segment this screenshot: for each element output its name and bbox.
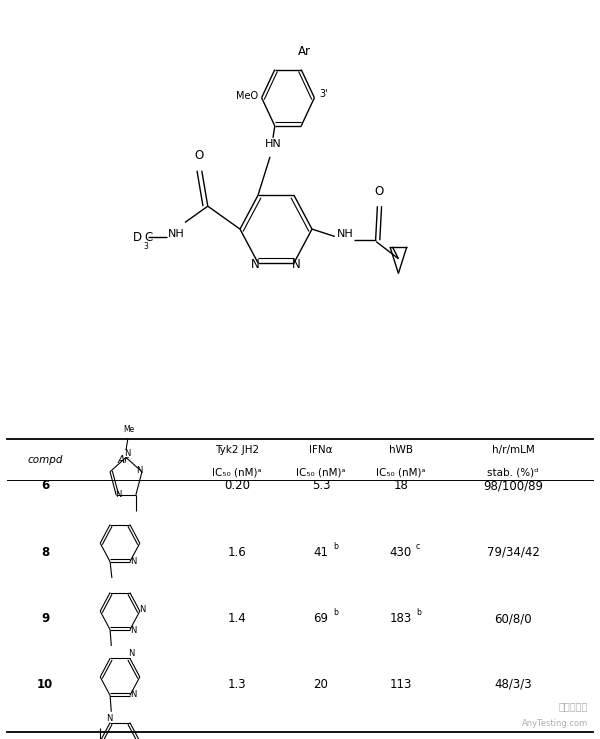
Text: 3': 3' bbox=[319, 89, 328, 99]
Text: 0.20: 0.20 bbox=[224, 479, 250, 492]
Text: 60/8/0: 60/8/0 bbox=[494, 612, 532, 625]
Text: 48/3/3: 48/3/3 bbox=[494, 678, 532, 691]
Text: AnyTesting.com: AnyTesting.com bbox=[522, 719, 588, 728]
Text: compd: compd bbox=[27, 454, 63, 465]
Text: N: N bbox=[251, 258, 260, 271]
Text: b: b bbox=[333, 542, 338, 551]
Text: 430: 430 bbox=[389, 545, 412, 559]
Text: Ar: Ar bbox=[118, 454, 128, 465]
Text: NH: NH bbox=[167, 229, 184, 239]
Text: 98/100/89: 98/100/89 bbox=[483, 479, 543, 492]
Text: hWB: hWB bbox=[389, 445, 413, 455]
Text: h/r/mLM: h/r/mLM bbox=[491, 445, 535, 455]
Text: 嘉峪检测网: 嘉峪检测网 bbox=[559, 701, 588, 711]
Text: 41: 41 bbox=[314, 545, 329, 559]
Text: N: N bbox=[136, 466, 143, 474]
Text: IC₅₀ (nM)ᵃ: IC₅₀ (nM)ᵃ bbox=[212, 467, 262, 477]
Text: 8: 8 bbox=[41, 545, 49, 559]
Text: 113: 113 bbox=[389, 678, 412, 691]
Text: 69: 69 bbox=[314, 612, 329, 625]
Text: N: N bbox=[124, 449, 130, 458]
Text: 9: 9 bbox=[41, 612, 49, 625]
Text: N: N bbox=[292, 258, 301, 271]
Text: N: N bbox=[128, 650, 134, 658]
Text: 1.6: 1.6 bbox=[227, 545, 247, 559]
Text: N: N bbox=[106, 714, 112, 723]
Text: N: N bbox=[130, 556, 137, 565]
Text: N: N bbox=[130, 689, 137, 698]
Text: c: c bbox=[416, 542, 420, 551]
Text: C: C bbox=[145, 231, 153, 244]
Text: O: O bbox=[374, 185, 384, 198]
Text: 1.4: 1.4 bbox=[227, 612, 247, 625]
Text: IFNα: IFNα bbox=[309, 445, 333, 455]
Text: b: b bbox=[416, 608, 421, 617]
Text: 18: 18 bbox=[394, 479, 408, 492]
Text: N: N bbox=[115, 491, 122, 500]
Text: 5.3: 5.3 bbox=[312, 479, 330, 492]
Text: Tyk2 JH2: Tyk2 JH2 bbox=[215, 445, 259, 455]
Text: stab. (%)ᵈ: stab. (%)ᵈ bbox=[487, 467, 539, 477]
Text: 1.3: 1.3 bbox=[227, 678, 247, 691]
Text: Me: Me bbox=[123, 425, 134, 434]
Text: NH: NH bbox=[337, 229, 354, 239]
Text: 20: 20 bbox=[314, 678, 328, 691]
Text: 10: 10 bbox=[37, 678, 53, 691]
Text: IC₅₀ (nM)ᵃ: IC₅₀ (nM)ᵃ bbox=[296, 467, 346, 477]
Text: MeO: MeO bbox=[236, 92, 259, 101]
Text: N: N bbox=[140, 605, 146, 614]
Text: N: N bbox=[130, 626, 136, 635]
Text: 3: 3 bbox=[143, 242, 148, 251]
Text: D: D bbox=[133, 231, 142, 244]
Text: 79/34/42: 79/34/42 bbox=[487, 545, 539, 559]
Text: 183: 183 bbox=[389, 612, 412, 625]
Text: b: b bbox=[333, 608, 338, 617]
Text: IC₅₀ (nM)ᵃ: IC₅₀ (nM)ᵃ bbox=[376, 467, 425, 477]
Text: Ar: Ar bbox=[298, 45, 311, 58]
Text: O: O bbox=[195, 149, 204, 163]
Text: 6: 6 bbox=[41, 479, 49, 492]
Text: HN: HN bbox=[265, 139, 281, 149]
